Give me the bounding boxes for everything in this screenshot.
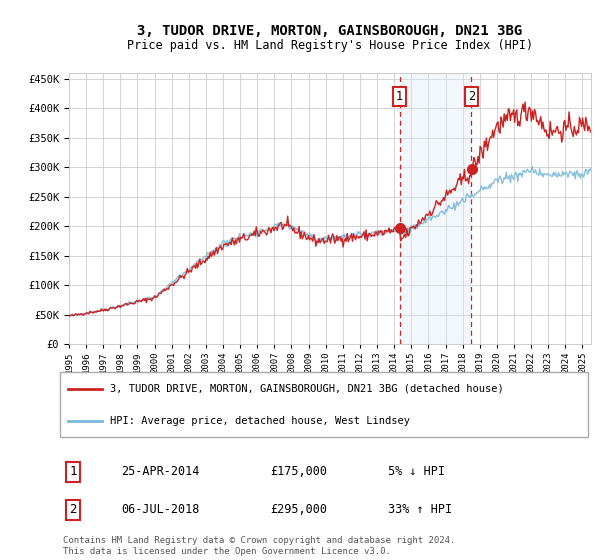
Text: Contains HM Land Registry data © Crown copyright and database right 2024.
This d: Contains HM Land Registry data © Crown c… — [63, 536, 455, 556]
Bar — [400, 73, 472, 344]
Text: 1: 1 — [396, 90, 403, 103]
Text: £295,000: £295,000 — [271, 503, 328, 516]
Text: 5% ↓ HPI: 5% ↓ HPI — [388, 465, 445, 478]
Text: 06-JUL-2018: 06-JUL-2018 — [121, 503, 199, 516]
Text: 3, TUDOR DRIVE, MORTON, GAINSBOROUGH, DN21 3BG (detached house): 3, TUDOR DRIVE, MORTON, GAINSBOROUGH, DN… — [110, 384, 504, 394]
FancyBboxPatch shape — [59, 372, 589, 437]
Text: 3, TUDOR DRIVE, MORTON, GAINSBOROUGH, DN21 3BG: 3, TUDOR DRIVE, MORTON, GAINSBOROUGH, DN… — [137, 24, 523, 38]
Text: 1: 1 — [69, 465, 77, 478]
Text: 25-APR-2014: 25-APR-2014 — [121, 465, 199, 478]
Text: Price paid vs. HM Land Registry's House Price Index (HPI): Price paid vs. HM Land Registry's House … — [127, 39, 533, 53]
Text: 2: 2 — [468, 90, 475, 103]
Text: £175,000: £175,000 — [271, 465, 328, 478]
Text: 33% ↑ HPI: 33% ↑ HPI — [388, 503, 452, 516]
Text: 2: 2 — [69, 503, 77, 516]
Text: HPI: Average price, detached house, West Lindsey: HPI: Average price, detached house, West… — [110, 416, 410, 426]
